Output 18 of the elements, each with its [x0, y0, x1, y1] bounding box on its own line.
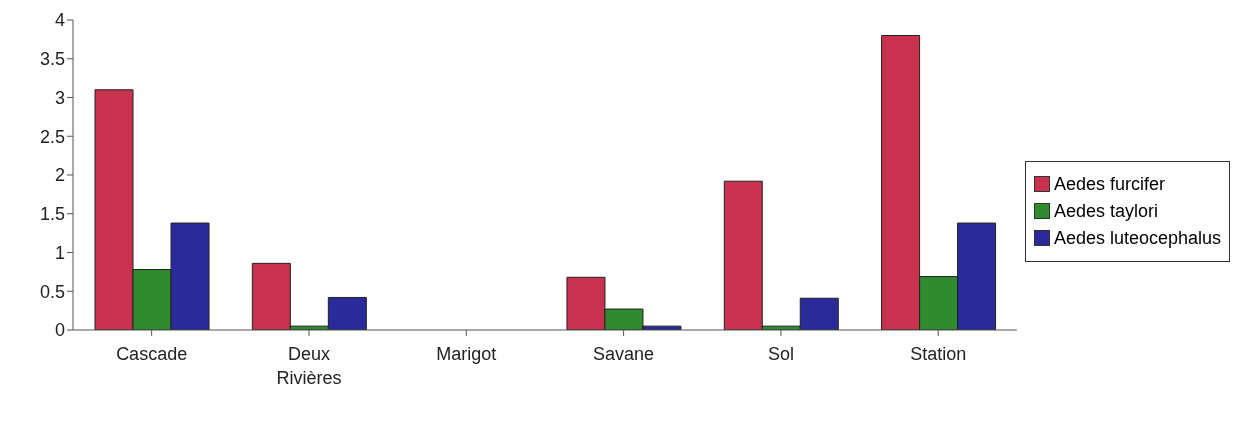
x-tick-label: Station [910, 344, 967, 364]
x-tick-label: Cascade [116, 344, 188, 364]
x-tick-label: Savane [593, 344, 655, 364]
legend-label: Aedes taylori [1053, 200, 1158, 222]
y-tick-label: 0.5 [39, 281, 65, 302]
y-tick-label: 3 [54, 87, 65, 108]
y-tick-label: 2.5 [39, 126, 65, 147]
y-tick-label: 2 [54, 165, 65, 186]
y-tick-label: 4 [54, 10, 65, 31]
x-tick-label: Deux Rivières [276, 344, 342, 388]
x-tick-label: Marigot [436, 344, 497, 364]
y-tick-label: 0 [54, 320, 65, 341]
y-tick-label: 1 [54, 242, 65, 263]
legend-label: Aedes furcifer [1053, 173, 1165, 195]
legend-label: Aedes luteocephalus [1053, 227, 1221, 249]
y-tick-label: 3.5 [39, 49, 65, 70]
y-tick-label: 1.5 [39, 204, 65, 225]
x-tick-label: Sol [767, 344, 794, 364]
